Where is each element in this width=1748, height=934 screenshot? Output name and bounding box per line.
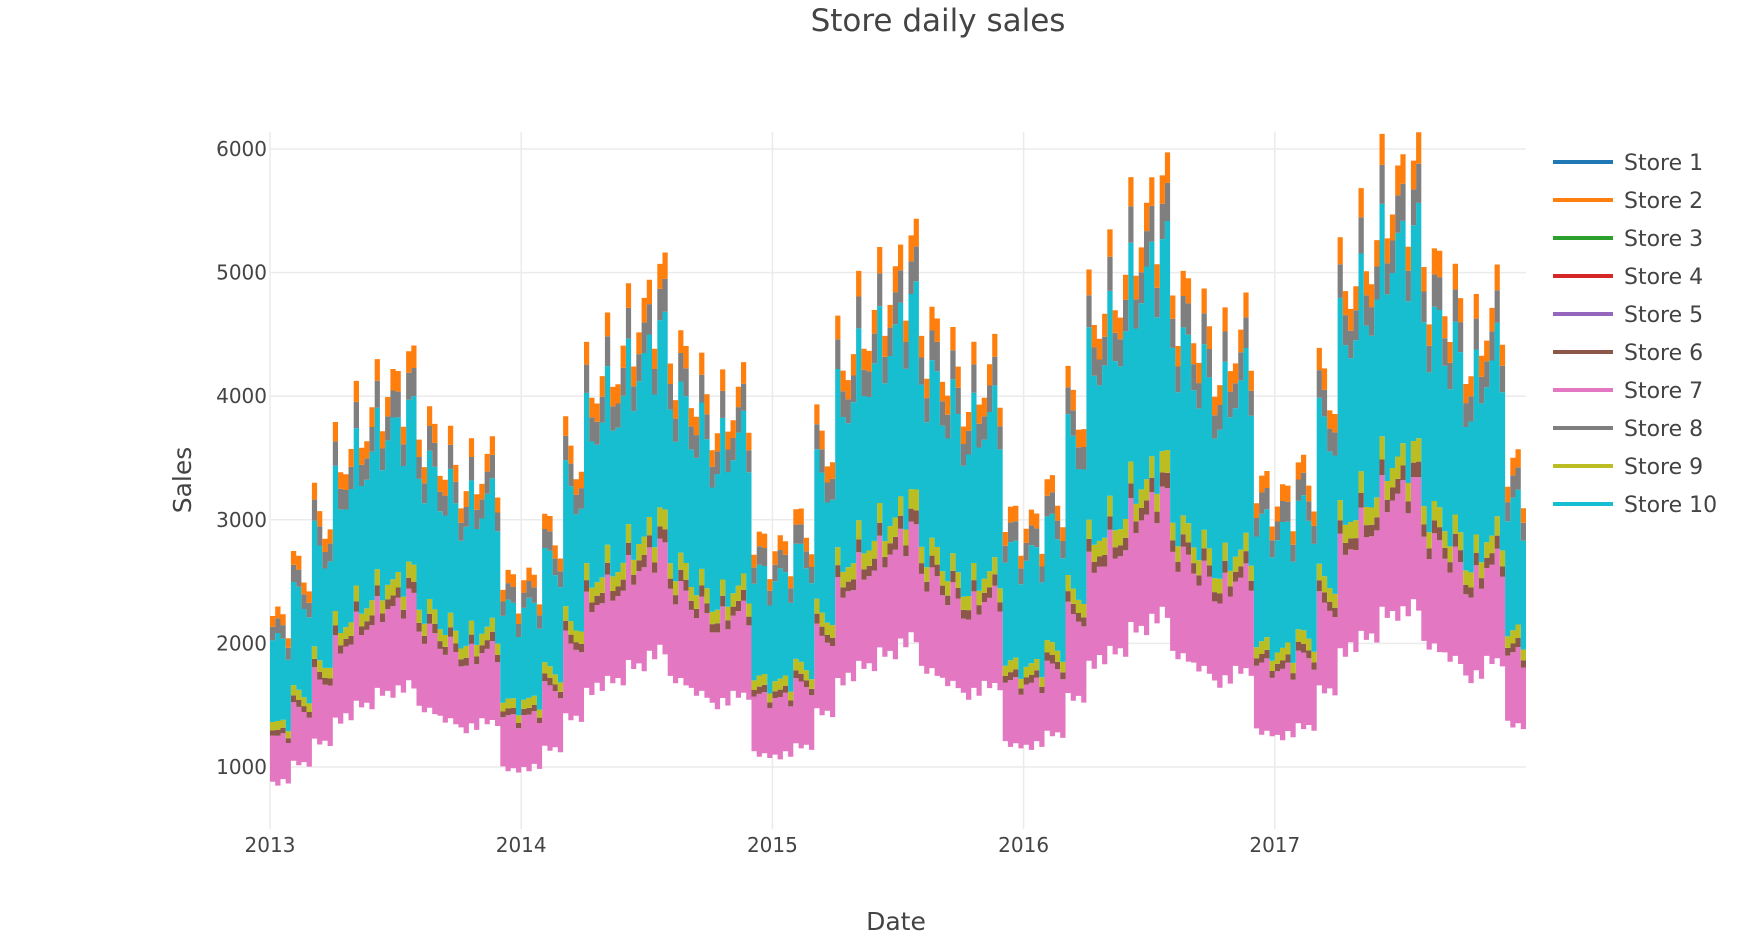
legend-item-store-6[interactable]: Store 6 xyxy=(1553,341,1703,366)
y-tick-label: 2000 xyxy=(216,631,267,655)
y-axis: 1000 2000 3000 4000 5000 6000 xyxy=(216,137,267,779)
legend-label: Store 7 xyxy=(1624,379,1703,404)
x-tick-label: 2014 xyxy=(496,833,547,857)
legend-label: Store 10 xyxy=(1624,493,1717,518)
legend-label: Store 9 xyxy=(1624,455,1703,480)
x-tick-label: 2013 xyxy=(245,833,296,857)
area-store-7 xyxy=(270,475,1526,786)
legend-item-store-9[interactable]: Store 9 xyxy=(1553,455,1703,480)
x-axis: 2013 2014 2015 2016 2017 xyxy=(245,833,1301,857)
area-store-2 xyxy=(270,132,1526,648)
legend-label: Store 6 xyxy=(1624,341,1703,366)
y-tick-label: 4000 xyxy=(216,384,267,408)
legend-label: Store 4 xyxy=(1624,265,1703,290)
legend-item-store-3[interactable]: Store 3 xyxy=(1553,227,1703,252)
legend-item-store-7[interactable]: Store 7 xyxy=(1553,379,1703,404)
y-tick-label: 3000 xyxy=(216,508,267,532)
chart-title: Store daily sales xyxy=(811,3,1066,39)
legend-label: Store 3 xyxy=(1624,227,1703,252)
legend-label: Store 5 xyxy=(1624,303,1703,328)
y-tick-label: 1000 xyxy=(216,755,267,779)
legend-item-store-5[interactable]: Store 5 xyxy=(1553,303,1703,328)
x-tick-label: 2016 xyxy=(998,833,1049,857)
y-tick-label: 5000 xyxy=(216,261,267,285)
legend-label: Store 1 xyxy=(1624,151,1703,176)
legend-item-store-1[interactable]: Store 1 xyxy=(1553,151,1703,176)
plot-area xyxy=(270,132,1526,786)
y-tick-label: 6000 xyxy=(216,137,267,161)
x-axis-label: Date xyxy=(866,907,926,934)
x-tick-label: 2017 xyxy=(1249,833,1300,857)
legend-item-store-10[interactable]: Store 10 xyxy=(1553,493,1717,518)
x-tick-label: 2015 xyxy=(747,833,798,857)
legend-item-store-4[interactable]: Store 4 xyxy=(1553,265,1703,290)
area-store-8 xyxy=(270,163,1526,660)
legend-item-store-2[interactable]: Store 2 xyxy=(1553,189,1703,214)
y-axis-label: Sales xyxy=(168,447,197,514)
legend-label: Store 8 xyxy=(1624,417,1703,442)
legend[interactable]: Store 1 Store 2 Store 3 Store 4 Store 5 Store… xyxy=(1553,151,1717,518)
legend-label: Store 2 xyxy=(1624,189,1703,214)
area-store-10 xyxy=(270,202,1526,732)
legend-item-store-8[interactable]: Store 8 xyxy=(1553,417,1703,442)
